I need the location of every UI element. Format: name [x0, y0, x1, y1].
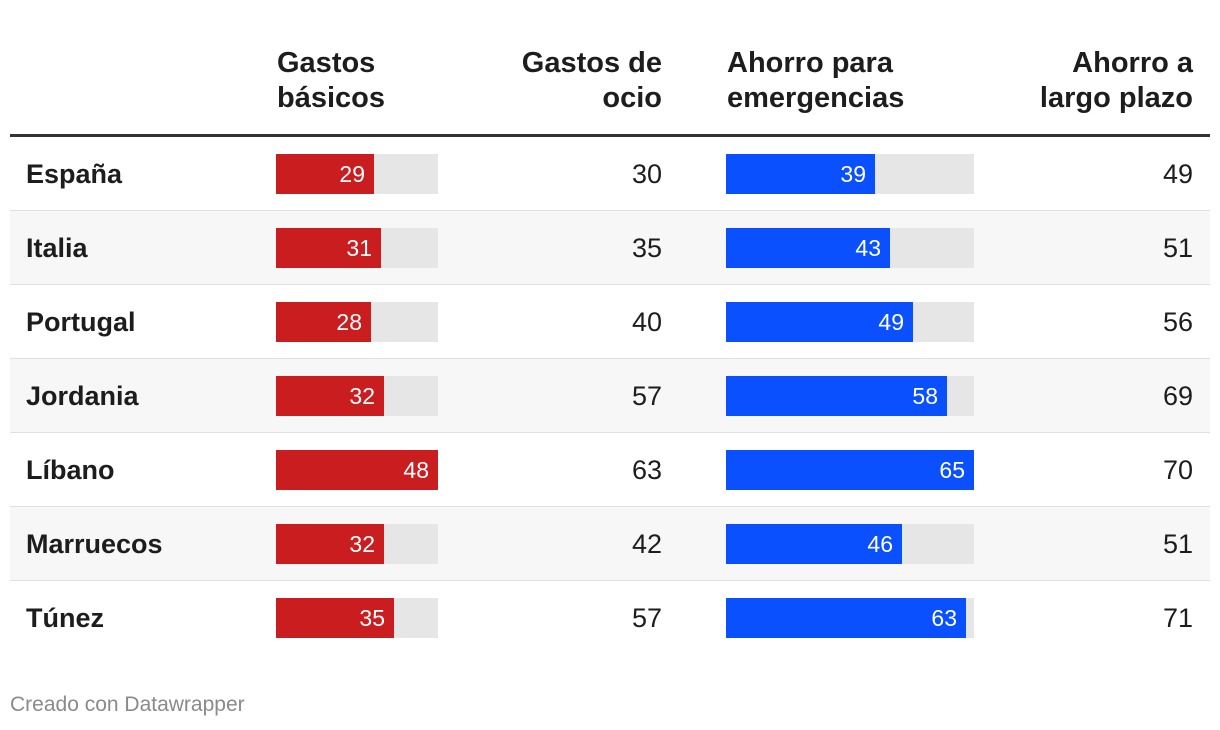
gastos-basicos-bar-track: 32 [276, 524, 438, 564]
ahorro-emergencias-value-label: 63 [931, 605, 957, 631]
ahorro-emergencias-value-label: 58 [912, 383, 938, 409]
ahorro-largo-plazo-value: 70 [1162, 455, 1193, 485]
country-label: Túnez [26, 603, 104, 633]
ahorro-largo-plazo-value: 69 [1162, 381, 1193, 411]
ahorro-emergencias-bar-track: 39 [726, 154, 974, 194]
table-row: Marruecos 32 46 42 51 [10, 507, 1210, 581]
gastos-basicos-bar [276, 154, 374, 194]
table-row: Jordania 32 58 57 69 [10, 359, 1210, 433]
header-line: ocio [602, 82, 662, 114]
gastos-basicos-value-label: 32 [349, 383, 375, 409]
ahorro-largo-plazo-value: 51 [1162, 233, 1193, 263]
gastos-basicos-bar-track: 32 [276, 376, 438, 416]
header-ahorro-largo-plazo: Ahorro a largo plazo [1040, 46, 1193, 116]
datawrapper-credit: Creado con Datawrapper [10, 693, 245, 716]
country-label: Portugal [26, 307, 136, 337]
ahorro-largo-plazo-value: 71 [1162, 603, 1193, 633]
header-line: Ahorro para [727, 47, 893, 79]
gastos-ocio-value: 42 [631, 529, 662, 559]
gastos-basicos-value-label: 32 [349, 531, 375, 557]
country-label: Líbano [26, 455, 115, 485]
table-row: Italia 31 43 35 51 [10, 211, 1210, 285]
ahorro-emergencias-bar-track: 58 [726, 376, 974, 416]
table-row: Líbano 48 65 63 70 [10, 433, 1210, 507]
ahorro-emergencias-bar [726, 450, 974, 490]
ahorro-emergencias-bar [726, 376, 947, 416]
country-label: Italia [26, 233, 88, 263]
gastos-ocio-value: 57 [631, 381, 662, 411]
ahorro-emergencias-bar [726, 228, 890, 268]
gastos-basicos-value-label: 35 [359, 605, 385, 631]
header-line: emergencias [727, 82, 905, 114]
ahorro-emergencias-value-label: 49 [878, 309, 904, 335]
ahorro-emergencias-bar-track: 65 [726, 450, 974, 490]
ahorro-emergencias-bar-track: 46 [726, 524, 974, 564]
gastos-basicos-bar [276, 228, 381, 268]
header-gastos-basicos: Gastos básicos [277, 46, 385, 116]
gastos-basicos-bar-track: 35 [276, 598, 438, 638]
country-label: Marruecos [26, 529, 163, 559]
ahorro-emergencias-value-label: 39 [840, 161, 866, 187]
table-row: España 29 39 30 49 [10, 137, 1210, 211]
ahorro-emergencias-value-label: 43 [855, 235, 881, 261]
table-body: España 29 39 30 49 Italia 31 43 35 51 Portugal 28 49… [10, 137, 1210, 655]
table-row: Túnez 35 63 57 71 [10, 581, 1210, 655]
gastos-basicos-value-label: 31 [346, 235, 372, 261]
gastos-basicos-bar-track: 48 [276, 450, 438, 490]
gastos-basicos-bar [276, 524, 384, 564]
header-line: largo plazo [1039, 82, 1193, 114]
gastos-basicos-bar-track: 28 [276, 302, 438, 342]
gastos-basicos-value-label: 28 [336, 309, 362, 335]
ahorro-largo-plazo-value: 56 [1162, 307, 1193, 337]
ahorro-emergencias-bar [726, 598, 966, 638]
header-line: básicos [277, 82, 385, 114]
gastos-basicos-value-label: 48 [403, 457, 429, 483]
table-header: Gastos básicos Gastos de ocio Ahorro par… [10, 0, 1210, 137]
ahorro-emergencias-bar [726, 302, 913, 342]
gastos-ocio-value: 57 [631, 603, 662, 633]
ahorro-emergencias-bar [726, 524, 902, 564]
gastos-ocio-value: 63 [631, 455, 662, 485]
ahorro-emergencias-value-label: 65 [939, 457, 965, 483]
ahorro-emergencias-bar-track: 49 [726, 302, 974, 342]
gastos-basicos-bar [276, 376, 384, 416]
gastos-basicos-bar [276, 598, 394, 638]
ahorro-emergencias-bar-track: 63 [726, 598, 974, 638]
gastos-ocio-value: 40 [631, 307, 662, 337]
gastos-basicos-bar-track: 31 [276, 228, 438, 268]
gastos-basicos-bar [276, 302, 371, 342]
country-label: Jordania [26, 381, 139, 411]
header-gastos-ocio: Gastos de ocio [522, 46, 662, 116]
gastos-basicos-value-label: 29 [339, 161, 365, 187]
gastos-ocio-value: 30 [631, 159, 662, 189]
ahorro-emergencias-bar-track: 43 [726, 228, 974, 268]
country-label: España [26, 159, 123, 189]
header-line: Ahorro a [1072, 47, 1193, 79]
gastos-basicos-bar [276, 450, 438, 490]
ahorro-largo-plazo-value: 49 [1162, 159, 1193, 189]
gastos-basicos-bar-track: 29 [276, 154, 438, 194]
ahorro-emergencias-value-label: 46 [867, 531, 893, 557]
gastos-ocio-value: 35 [631, 233, 662, 263]
header-ahorro-emergencias: Ahorro para emergencias [727, 46, 904, 116]
ahorro-emergencias-bar [726, 154, 875, 194]
ahorro-largo-plazo-value: 51 [1162, 529, 1193, 559]
header-line: Gastos [277, 47, 376, 79]
header-line: Gastos de [521, 47, 662, 79]
table-row: Portugal 28 49 40 56 [10, 285, 1210, 359]
